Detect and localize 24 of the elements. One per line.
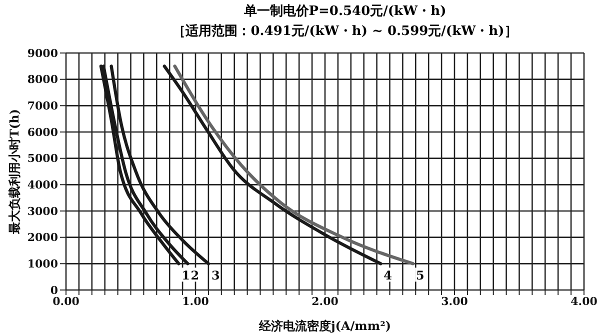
series-label: 3 [211,268,220,283]
y-tick-label: 3000 [27,204,58,218]
x-tick-label: 2.00 [312,294,339,308]
series-label: 4 [384,268,392,283]
y-tick-label: 6000 [27,126,58,139]
x-tick-label: 1.00 [182,294,210,308]
y-tick-label: 8000 [27,73,58,86]
x-axis-title: 经济电流密度j(A/mm²) [258,319,392,333]
x-tick-label: 4.00 [570,294,598,308]
y-tick-label: 1000 [27,258,58,271]
y-axis-title: 最大负载利用小时T(h) [7,108,22,236]
chart-subtitle: ［适用范围：0.491元/(kW・h) ~ 0.599元/(kW・h)］ [172,23,518,40]
y-tick-label: 2000 [27,231,58,244]
x-tick-label: 0.00 [52,294,80,308]
y-tick-label: 7000 [27,100,58,113]
series-label: 1 [182,268,190,283]
y-tick-label: 4000 [27,178,58,192]
chart-title: 单一制电价P=0.540元/(kW・h) [242,3,448,20]
series-label: 5 [416,268,424,283]
y-tick-label: 9000 [27,46,58,60]
y-tick-label: 5000 [27,152,58,166]
y-tick-label: 0 [50,284,58,297]
series-label: 2 [190,268,200,283]
x-tick-label: 3.00 [441,294,468,308]
